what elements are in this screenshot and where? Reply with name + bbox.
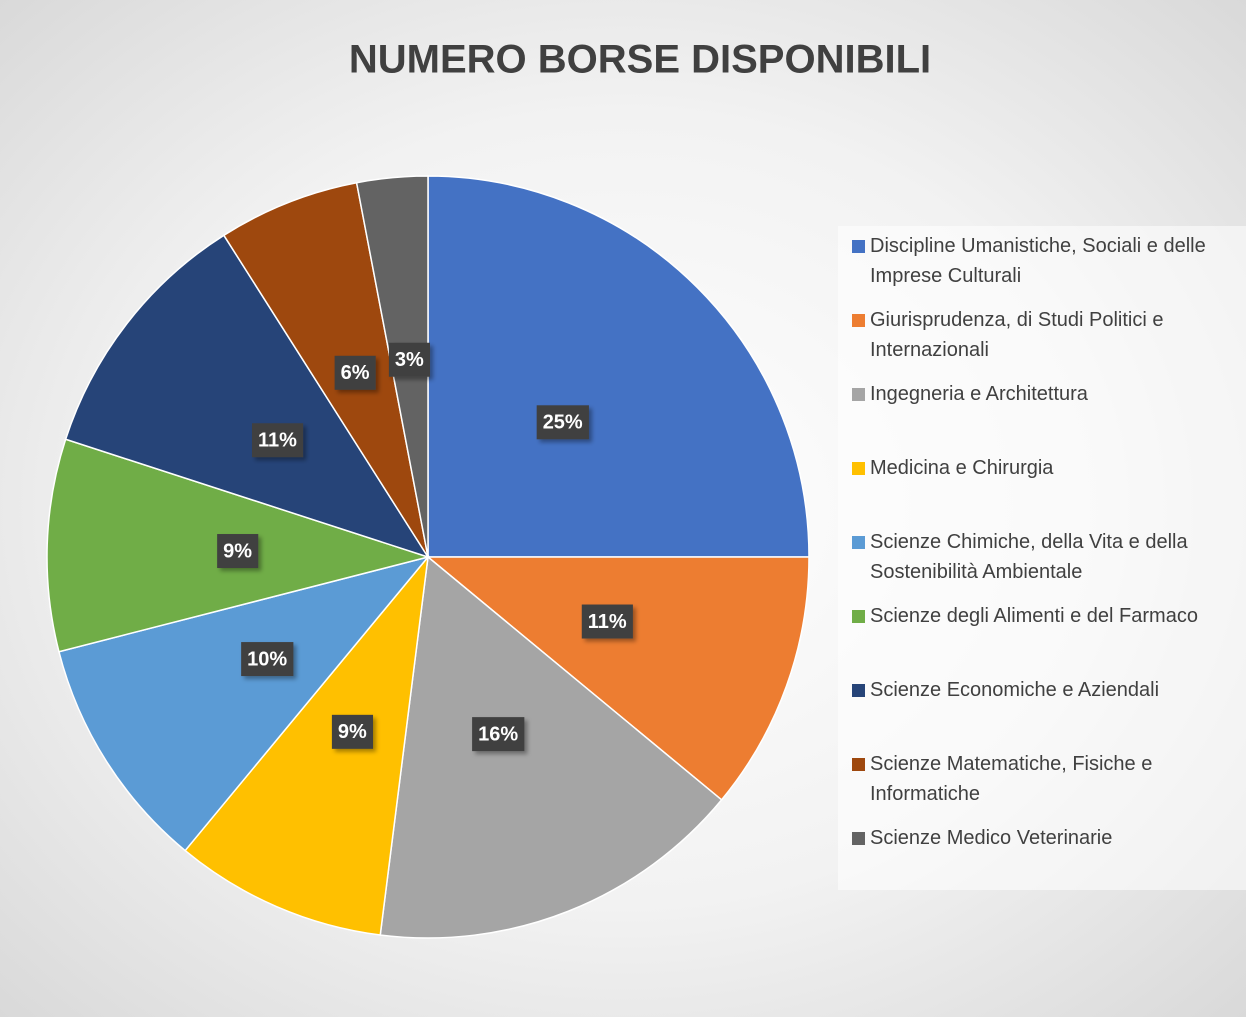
legend-label: Discipline Umanistiche, Sociali e delle … bbox=[870, 235, 1206, 287]
legend-item: Medicina e Chirurgia bbox=[850, 453, 1246, 483]
pie-slice bbox=[222, 181, 429, 558]
data-label: 11% bbox=[258, 430, 297, 452]
legend-swatch bbox=[852, 536, 865, 549]
data-label-box bbox=[334, 355, 376, 390]
legend-label: Giurisprudenza, di Studi Politici e Inte… bbox=[870, 309, 1164, 361]
legend-item: Scienze Medico Veterinarie bbox=[850, 823, 1246, 853]
data-label-box bbox=[252, 423, 304, 458]
legend-label: Medicina e Chirurgia bbox=[870, 457, 1054, 479]
legend-swatch bbox=[852, 314, 865, 327]
pie-slice bbox=[427, 175, 810, 558]
legend-item: Giurisprudenza, di Studi Politici e Inte… bbox=[850, 305, 1246, 365]
data-label-box bbox=[241, 642, 294, 677]
legend-item: Ingegneria e Architettura bbox=[850, 379, 1246, 409]
data-label-box bbox=[472, 717, 525, 752]
legend-label: Ingegneria e Architettura bbox=[870, 383, 1088, 405]
legend-swatch bbox=[852, 832, 865, 845]
data-label: 16% bbox=[478, 723, 518, 745]
legend-swatch bbox=[852, 610, 865, 623]
legend-item: Scienze Economiche e Aziendali bbox=[850, 675, 1246, 705]
legend-label: Scienze Medico Veterinarie bbox=[870, 827, 1113, 849]
data-label: 25% bbox=[543, 412, 583, 434]
legend-swatch bbox=[852, 462, 865, 475]
legend-label: Scienze Economiche e Aziendali bbox=[870, 679, 1160, 701]
legend-item: Discipline Umanistiche, Sociali e delle … bbox=[850, 231, 1246, 291]
data-label: 11% bbox=[588, 611, 627, 633]
chart-title: NUMERO BORSE DISPONIBILI bbox=[349, 38, 931, 82]
pie-slice bbox=[64, 234, 430, 559]
data-label-box bbox=[331, 714, 374, 749]
legend-label: Scienze Chimiche, della Vita e della Sos… bbox=[870, 531, 1188, 583]
legend-swatch bbox=[852, 684, 865, 697]
data-label-box bbox=[536, 405, 589, 440]
legend-label: Scienze Matematiche, Fisiche e Informati… bbox=[870, 753, 1153, 805]
legend-item: Scienze degli Alimenti e del Farmaco bbox=[850, 601, 1246, 631]
legend-item: Scienze Chimiche, della Vita e della Sos… bbox=[850, 527, 1246, 587]
legend: Discipline Umanistiche, Sociali e delle … bbox=[838, 226, 1246, 890]
legend-label: Scienze degli Alimenti e del Farmaco bbox=[870, 605, 1198, 627]
legend-swatch bbox=[852, 388, 865, 401]
legend-swatch bbox=[852, 240, 865, 253]
data-label: 9% bbox=[223, 540, 252, 562]
pie-slice bbox=[425, 556, 810, 801]
data-label: 10% bbox=[247, 648, 287, 670]
legend-item: Scienze Matematiche, Fisiche e Informati… bbox=[850, 749, 1246, 809]
data-label: 6% bbox=[341, 362, 370, 384]
data-label: 3% bbox=[395, 349, 424, 371]
data-label-box bbox=[581, 604, 633, 639]
data-label: 9% bbox=[338, 721, 367, 743]
pie-slice bbox=[184, 554, 430, 936]
pie-slice bbox=[58, 555, 431, 852]
pie-slice bbox=[379, 555, 723, 939]
legend-swatch bbox=[852, 758, 865, 771]
data-label-box bbox=[388, 342, 431, 377]
data-label-box bbox=[217, 534, 259, 569]
